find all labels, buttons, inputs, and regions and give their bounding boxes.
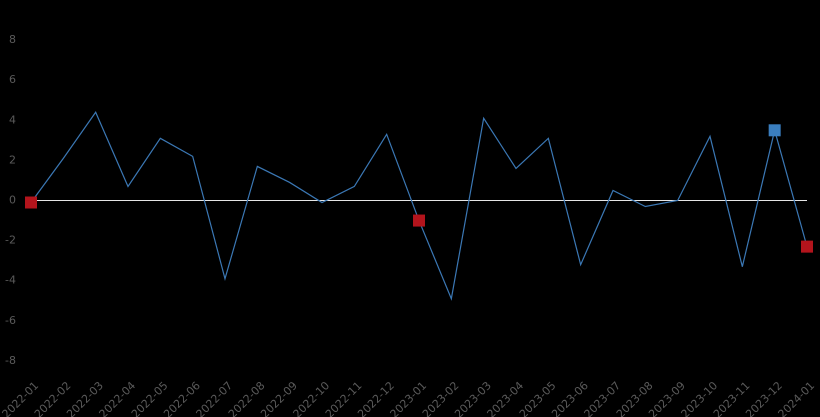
y-tick-label: 2 — [9, 153, 16, 166]
data-line — [30, 111, 808, 301]
point-marker — [413, 214, 425, 227]
y-tick-label: 0 — [9, 194, 16, 207]
point-marker — [768, 124, 781, 137]
y-tick-label: 8 — [9, 33, 16, 46]
y-tick-label: -2 — [5, 234, 16, 247]
x-tick-label: 2024-01 — [776, 379, 818, 417]
y-tick-label: 4 — [9, 113, 16, 126]
y-tick-label: 6 — [9, 73, 16, 86]
point-marker — [801, 240, 813, 253]
y-tick-label: -6 — [5, 314, 16, 327]
point-marker — [25, 196, 37, 209]
y-tick-label: -8 — [5, 354, 16, 367]
y-tick-label: -4 — [5, 274, 16, 287]
